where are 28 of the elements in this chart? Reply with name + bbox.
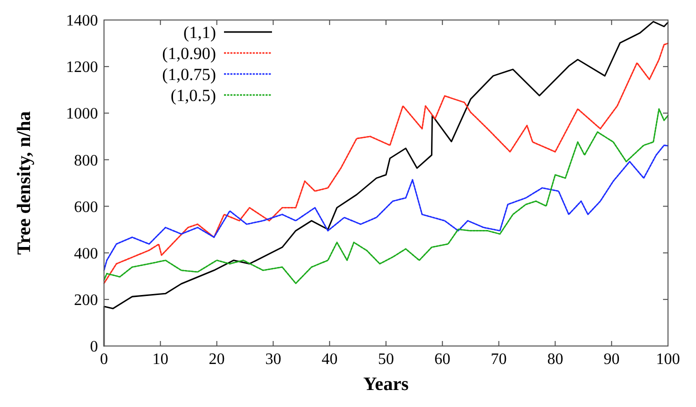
text: (1,1): [183, 22, 216, 42]
x-tick-label: 100: [656, 351, 680, 368]
legend-label: (1,0.5): [170, 86, 216, 105]
legend-label: (1,0.90): [162, 44, 216, 63]
x-tick-label: 40: [322, 351, 338, 368]
y-tick-label: 800: [74, 152, 98, 170]
x-tick-label: 50: [378, 351, 394, 368]
y-tick-label: 1200: [66, 59, 98, 76]
x-tick-label: 90: [604, 351, 620, 368]
x-tick-label: 60: [434, 351, 450, 368]
y-tick-label: 1400: [66, 12, 98, 30]
x-tick-label: 10: [152, 351, 168, 368]
x-tick-label: 20: [208, 351, 225, 368]
y-axis-title: Tree density, n/ha: [14, 110, 35, 255]
line-series: [103, 42, 669, 284]
legend-label: (1,0.75): [162, 64, 216, 84]
y-tick-label: 1000: [66, 106, 98, 123]
y-tick-label: 600: [74, 198, 98, 216]
y-tick-label: 0: [90, 338, 98, 356]
x-tick-label: 30: [265, 351, 282, 368]
x-tick-label: 80: [547, 351, 564, 368]
y-tick-label: 400: [74, 245, 98, 262]
x-tick-label: 70: [490, 351, 507, 368]
line-series: [103, 108, 669, 284]
line-series: [103, 144, 669, 272]
x-axis-title: Years: [363, 374, 409, 395]
line-series: [103, 20, 669, 347]
y-tick-label: 200: [74, 292, 98, 310]
